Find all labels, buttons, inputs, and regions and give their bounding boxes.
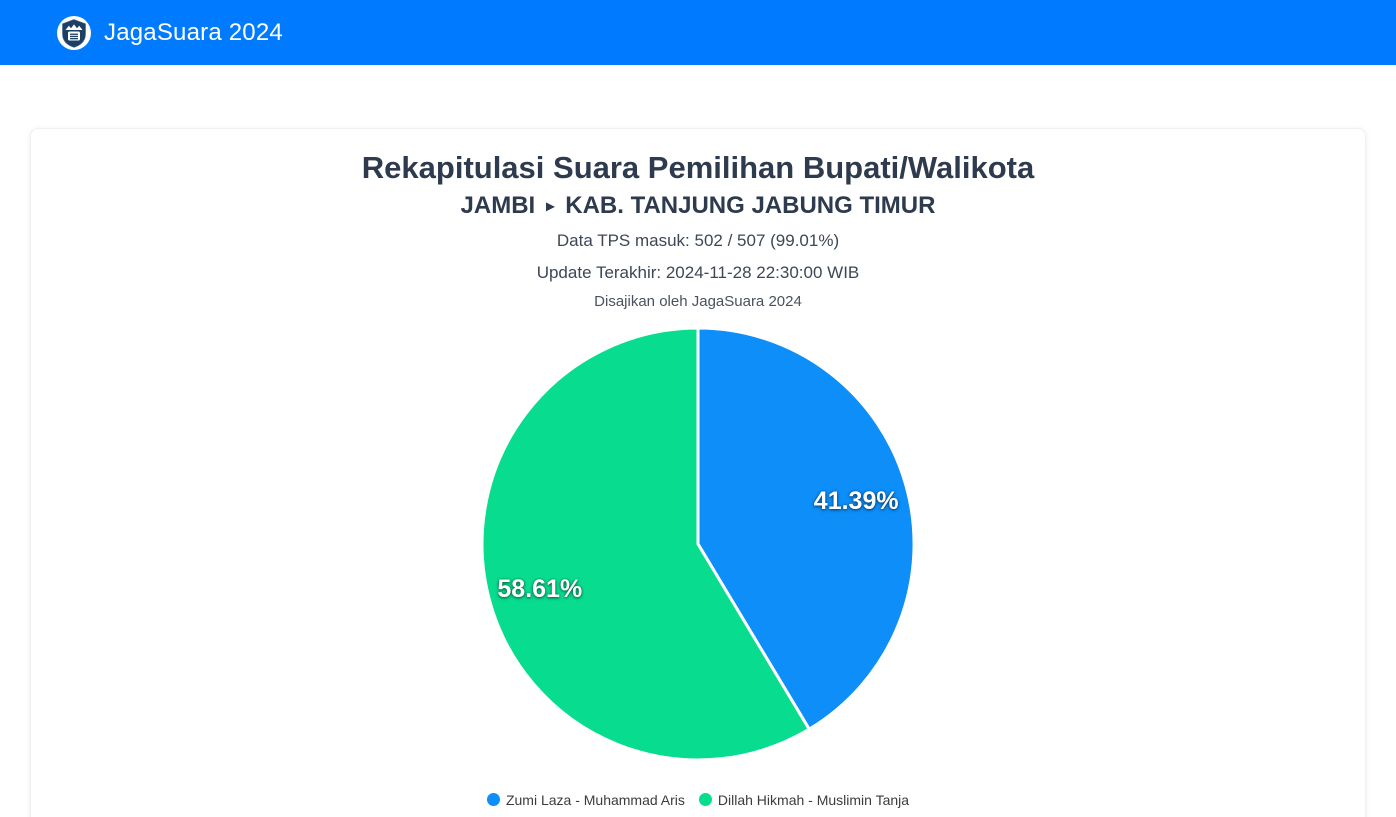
- legend-label-0: Zumi Laza - Muhammad Aris: [505, 791, 685, 808]
- pie-chart: 41.39% 58.61%: [480, 326, 916, 762]
- pie-chart-container: 41.39% 58.61%: [41, 324, 1355, 764]
- app-title: JagaSuara 2024: [104, 18, 283, 46]
- pie-slice-0[interactable]: [696, 326, 916, 731]
- page-title: Rekapitulasi Suara Pemilihan Bupati/Wali…: [361, 150, 1035, 185]
- breadcrumb-arrow-icon: ▸: [546, 197, 555, 215]
- region-breadcrumb: JAMBI ▸ KAB. TANJUNG JABUNG TIMUR: [41, 191, 1355, 221]
- legend-label-1: Dillah Hikmah - Muslimin Tanja: [717, 791, 910, 808]
- breadcrumb-region: KAB. TANJUNG JABUNG TIMUR: [565, 191, 936, 219]
- last-update-text: Update Terakhir: 2024-11-28 22:30:00 WIB: [536, 262, 860, 282]
- results-card: Rekapitulasi Suara Pemilihan Bupati/Wali…: [30, 128, 1366, 817]
- tps-progress-text: Data TPS masuk: 502 / 507 (99.01%): [556, 230, 840, 250]
- breadcrumb-province: JAMBI: [460, 191, 536, 219]
- legend-item-candidate-2[interactable]: Dillah Hikmah - Muslimin Tanja: [698, 791, 910, 808]
- presented-by-text: Disajikan oleh JagaSuara 2024: [594, 292, 802, 310]
- pie-slice-1[interactable]: [480, 326, 811, 762]
- legend-swatch-0: [486, 793, 500, 807]
- legend-swatch-1: [698, 793, 712, 807]
- brand-link[interactable]: JagaSuara 2024: [56, 15, 283, 51]
- app-header: JagaSuara 2024: [0, 0, 1396, 65]
- chart-legend: Zumi Laza - Muhammad Aris Dillah Hikmah …: [41, 792, 1355, 808]
- legend-item-candidate-1[interactable]: Zumi Laza - Muhammad Aris: [486, 791, 685, 808]
- jagasuara-logo-icon: [56, 15, 92, 51]
